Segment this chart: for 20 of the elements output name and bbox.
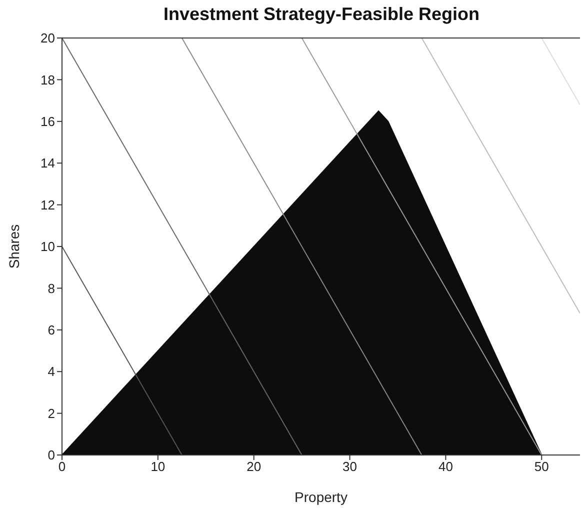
y-tick-label: 4 (48, 364, 55, 380)
chart-title: Investment Strategy-Feasible Region (162, 4, 481, 25)
y-axis-title: Shares (6, 224, 22, 269)
x-tick-label: 10 (150, 459, 166, 474)
x-axis-title: Property (294, 489, 348, 505)
y-tick-label: 12 (40, 197, 55, 212)
x-tick-label: 40 (438, 459, 453, 474)
y-tick-label: 2 (48, 406, 55, 421)
y-tick-label: 8 (48, 280, 55, 296)
y-tick-label: 20 (40, 30, 55, 46)
x-tick-label: 0 (58, 459, 66, 474)
y-tick-label: 14 (40, 156, 55, 171)
y-tick-label: 18 (40, 72, 55, 88)
x-tick-label: 20 (246, 459, 262, 474)
y-tick-label: 10 (40, 239, 55, 254)
y-tick-label: 16 (40, 114, 55, 130)
y-tick-label: 0 (48, 448, 55, 463)
x-tick-label: 30 (342, 459, 358, 474)
y-tick-label: 6 (48, 322, 55, 338)
x-tick-label: 50 (534, 459, 549, 474)
